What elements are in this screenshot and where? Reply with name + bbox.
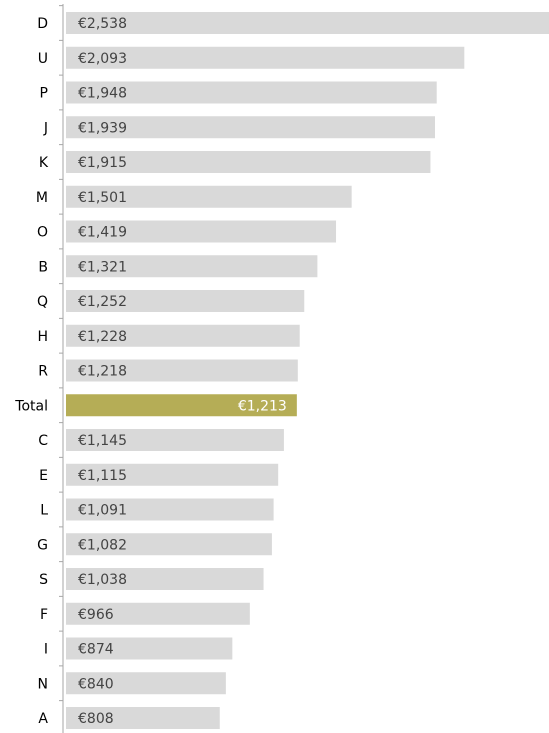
category-label-e: E (39, 468, 48, 484)
value-label-e: €1,115 (78, 468, 127, 484)
value-label-a: €808 (78, 711, 114, 727)
bar-d (66, 12, 549, 34)
category-label-b: B (38, 259, 48, 275)
bar-f (66, 602, 250, 625)
category-label-s: S (39, 572, 48, 588)
axis-layer (59, 4, 64, 733)
category-label-k: K (39, 155, 49, 171)
bar-a (66, 707, 220, 729)
value-label-total: €1,213 (238, 398, 287, 414)
category-label-l: L (40, 503, 48, 519)
bar-n (66, 672, 226, 695)
bar-g (66, 533, 272, 556)
bar-q (66, 290, 305, 312)
value-label-u: €2,093 (78, 51, 127, 67)
value-label-d: €2,538 (78, 16, 127, 32)
bar-total (66, 394, 297, 417)
bar-l (66, 498, 274, 521)
value-label-h: €1,228 (78, 329, 127, 345)
bar-e (66, 463, 279, 486)
category-label-p: P (40, 86, 48, 102)
value-label-c: €1,145 (78, 433, 127, 449)
category-label-n: N (38, 676, 48, 692)
value-label-b: €1,321 (78, 259, 127, 275)
category-label-o: O (37, 225, 48, 241)
category-label-j: J (43, 120, 48, 136)
labels-layer: D €2,538 U €2,093 P €1,948 J €1,939 K €1,915 M €1,5… (14, 16, 287, 727)
bar-r (66, 359, 298, 382)
bar-u (66, 46, 465, 69)
value-label-p: €1,948 (78, 86, 127, 102)
value-label-f: €966 (78, 607, 114, 623)
category-label-i: I (44, 642, 48, 658)
bars-layer (66, 12, 549, 729)
bar-o (66, 220, 337, 243)
category-label-u: U (38, 51, 48, 67)
bar-c (66, 429, 284, 451)
value-label-g: €1,082 (78, 537, 127, 553)
bar-p (66, 81, 437, 104)
value-label-s: €1,038 (78, 572, 127, 588)
value-label-l: €1,091 (78, 503, 127, 519)
category-label-h: H (37, 329, 48, 345)
value-label-m: €1,501 (78, 190, 127, 206)
value-label-r: €1,218 (78, 364, 127, 380)
bar-m (66, 185, 352, 208)
value-label-i: €874 (78, 642, 114, 658)
value-label-j: €1,939 (78, 120, 127, 136)
category-label-c: C (38, 433, 48, 449)
category-label-a: A (38, 711, 48, 727)
value-label-o: €1,419 (78, 225, 127, 241)
value-label-n: €840 (78, 676, 114, 692)
bar-h (66, 324, 300, 347)
category-label-d: D (37, 16, 48, 32)
category-label-r: R (38, 364, 48, 380)
bar-k (66, 151, 431, 173)
category-label-q: Q (37, 294, 48, 310)
bar-b (66, 255, 318, 278)
category-label-m: M (36, 190, 48, 206)
value-label-q: €1,252 (78, 294, 127, 310)
value-label-k: €1,915 (78, 155, 127, 171)
bar-i (66, 637, 233, 660)
bar-s (66, 568, 264, 590)
category-label-total: Total (14, 398, 48, 414)
category-label-g: G (37, 537, 48, 553)
category-label-f: F (40, 607, 48, 623)
bar-j (66, 116, 436, 139)
